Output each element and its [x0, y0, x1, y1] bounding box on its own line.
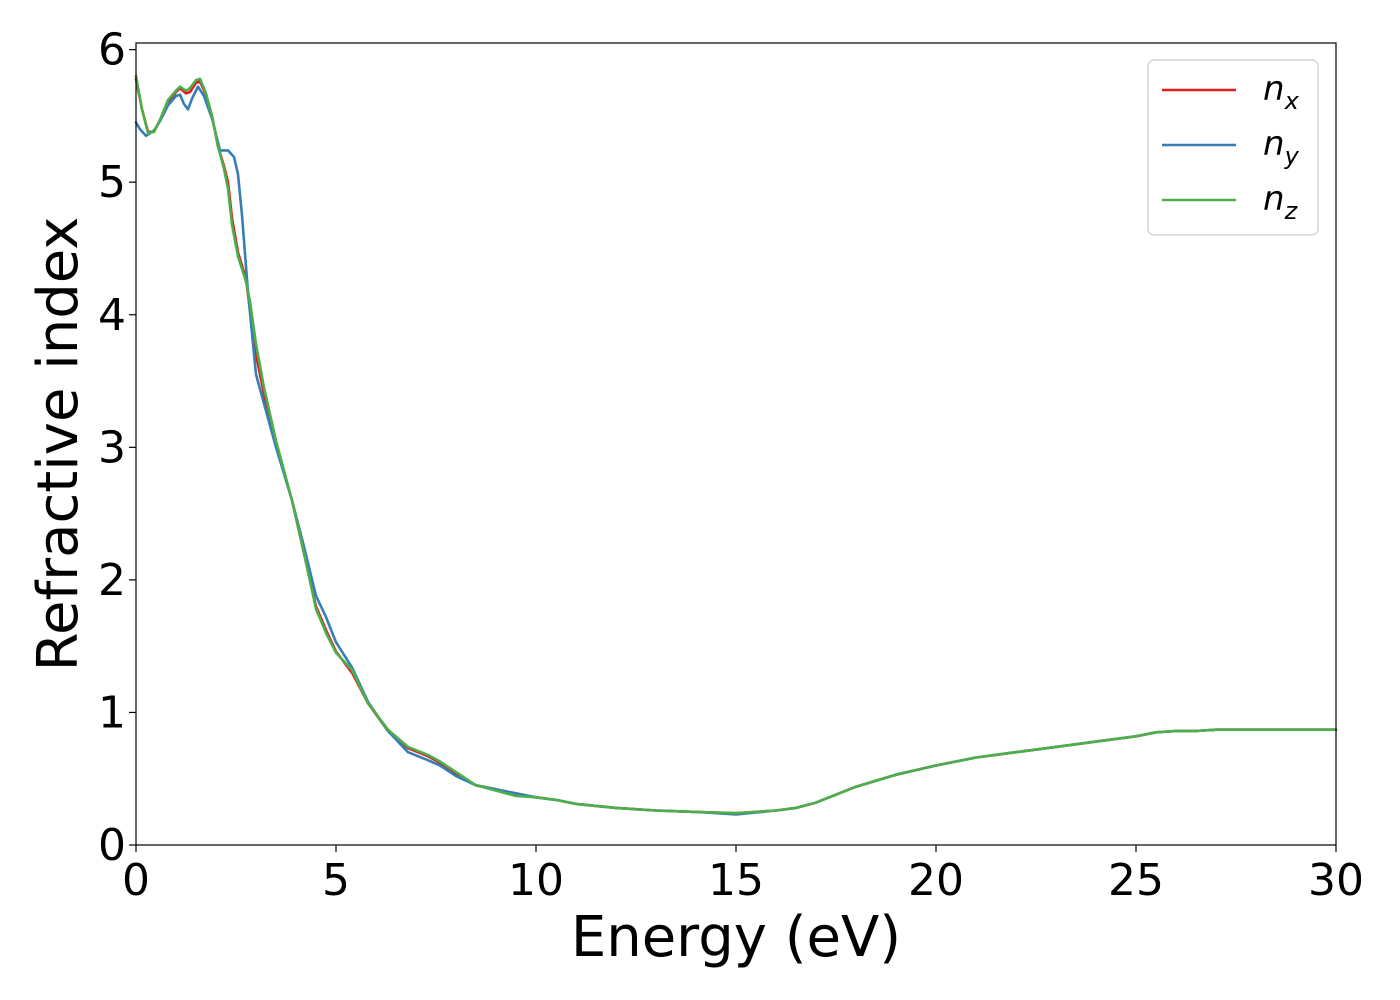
x-tick-label: 20 — [908, 855, 964, 906]
x-tick-label: 0 — [122, 855, 150, 906]
x-tick-label: 25 — [1108, 855, 1164, 906]
y-axis: 0 1 2 3 4 5 6 — [98, 25, 136, 871]
legend-box — [1147, 59, 1319, 236]
x-tick-label: 10 — [508, 855, 564, 906]
x-axis-label: Energy (eV) — [571, 905, 901, 970]
y-tick-label: 1 — [98, 687, 126, 738]
series-line-n-z — [134, 74, 1338, 815]
y-axis-label: Refractive index — [26, 217, 91, 672]
x-tick-label: 30 — [1308, 855, 1364, 906]
y-tick-label: 0 — [98, 820, 126, 871]
y-tick-label: 4 — [98, 290, 126, 341]
x-tick-label: 15 — [708, 855, 764, 906]
x-tick-label: 5 — [322, 855, 350, 906]
y-tick-label: 5 — [98, 157, 126, 208]
y-tick-label: 6 — [98, 25, 126, 76]
legend-label-n-z: nz — [1263, 179, 1299, 225]
y-tick-label: 2 — [98, 555, 126, 606]
x-axis: 0 5 10 15 20 25 30 — [122, 845, 1364, 906]
series-layer — [134, 74, 1338, 816]
y-tick-label: 3 — [98, 422, 126, 473]
